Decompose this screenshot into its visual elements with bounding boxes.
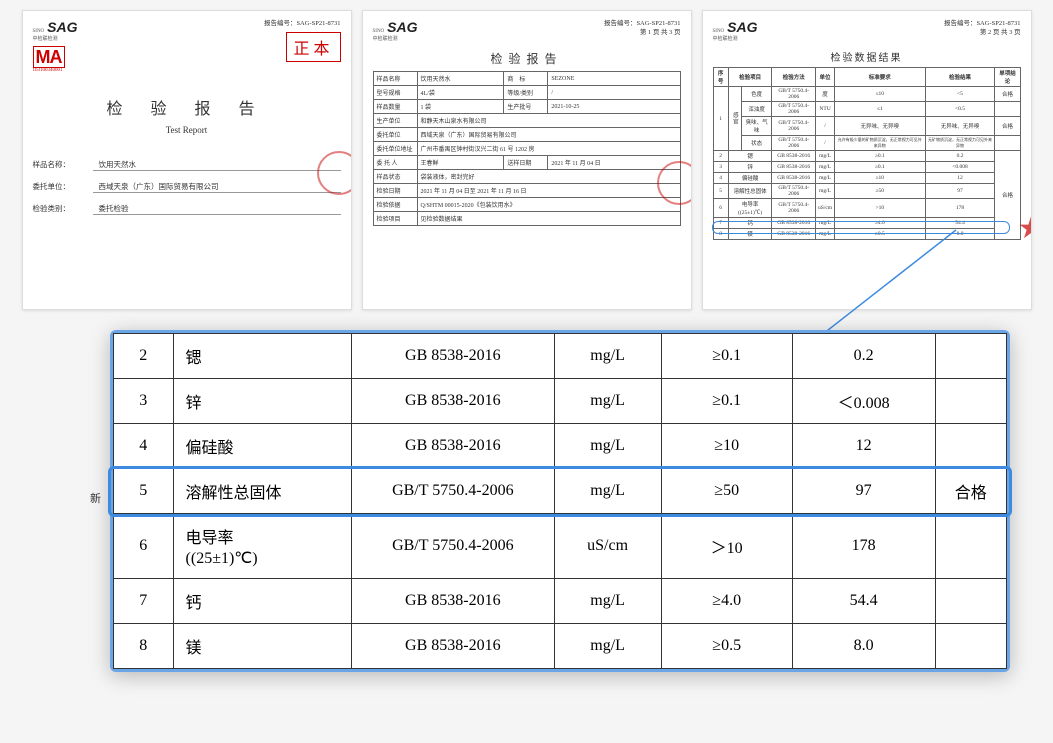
doc-info-page: SINO SAG 中检联检测 报告编号：SAG-SP21-8731 第 1 页 … [362, 10, 692, 310]
sag-logo: SAG [47, 19, 77, 35]
page-indicator: 第 1 页 共 3 页 [604, 28, 681, 37]
field-label: 检验类别： [33, 203, 93, 215]
cma-number: 163100340001 [33, 68, 63, 73]
zoom-row: 3锌GB 8538-2016mg/L≥0.1＜0.008 [114, 379, 1007, 424]
zoom-row: 6电导率((25±1)℃)GB/T 5750.4-2006uS/cm＞10178 [114, 514, 1007, 579]
report-no-value: SAG-SP21-8731 [296, 20, 340, 27]
page-indicator: 第 2 页 共 3 页 [944, 28, 1021, 37]
field-label: 样品名称： [33, 159, 93, 171]
doc-results-page: SINO SAG 中检联检测 报告编号：SAG-SP21-8731 第 2 页 … [702, 10, 1032, 310]
zoom-detail-panel: 2锶GB 8538-2016mg/L≥0.10.23锌GB 8538-2016m… [110, 330, 1010, 672]
zoom-row: 5溶解性总固体GB/T 5750.4-2006mg/L≥5097合格 [114, 469, 1007, 514]
report-title-cn: 检 验 报 告 [33, 95, 341, 119]
document-thumbnails-row: SINO SAG 中检联检测 MA 163100340001 报告编号：SAG-… [0, 0, 1053, 310]
zoom-table: 2锶GB 8538-2016mg/L≥0.10.23锌GB 8538-2016m… [113, 333, 1007, 669]
logo-sino: SINO [33, 29, 45, 34]
zoom-row: 8镁GB 8538-2016mg/L≥0.58.0 [114, 624, 1007, 669]
report-title-en: Test Report [33, 125, 341, 135]
report-no-label: 报告编号： [264, 20, 297, 27]
info-table: 样品名称饮用天然水商 标SEZONE 型号规格4L/袋等级/类别/ 样品数量1 … [373, 71, 681, 226]
cma-logo: MA [33, 46, 65, 68]
field-value: 委托检验 [93, 203, 341, 215]
cover-fields: 样品名称：饮用天然水 委托单位：西域天泉（广东）国际贸易有限公司 检验类别：委托… [33, 159, 341, 215]
doc-cover-page: SINO SAG 中检联检测 MA 163100340001 报告编号：SAG-… [22, 10, 352, 310]
side-label: 新 [90, 490, 101, 506]
doc2-title: 检验报告 [373, 50, 681, 67]
zoom-row: 4偏硅酸GB 8538-2016mg/L≥1012 [114, 424, 1007, 469]
field-value: 饮用天然水 [93, 159, 341, 171]
field-value: 西域天泉（广东）国际贸易有限公司 [93, 181, 341, 193]
zoom-row: 2锶GB 8538-2016mg/L≥0.10.2 [114, 334, 1007, 379]
zoom-row: 7钙GB 8538-2016mg/L≥4.054.4 [114, 579, 1007, 624]
doc3-title: 检验数据结果 [713, 49, 1021, 64]
seal-star-icon: ★ [1018, 211, 1032, 246]
original-stamp: 正本 [286, 32, 340, 62]
results-table-mini: 序号检验项目检验方法单位标准要求检验结果单项结论 1感官色度GB/T 5750.… [713, 67, 1021, 240]
field-label: 委托单位： [33, 181, 93, 193]
logo-subtitle: 中检联检测 [33, 35, 58, 42]
